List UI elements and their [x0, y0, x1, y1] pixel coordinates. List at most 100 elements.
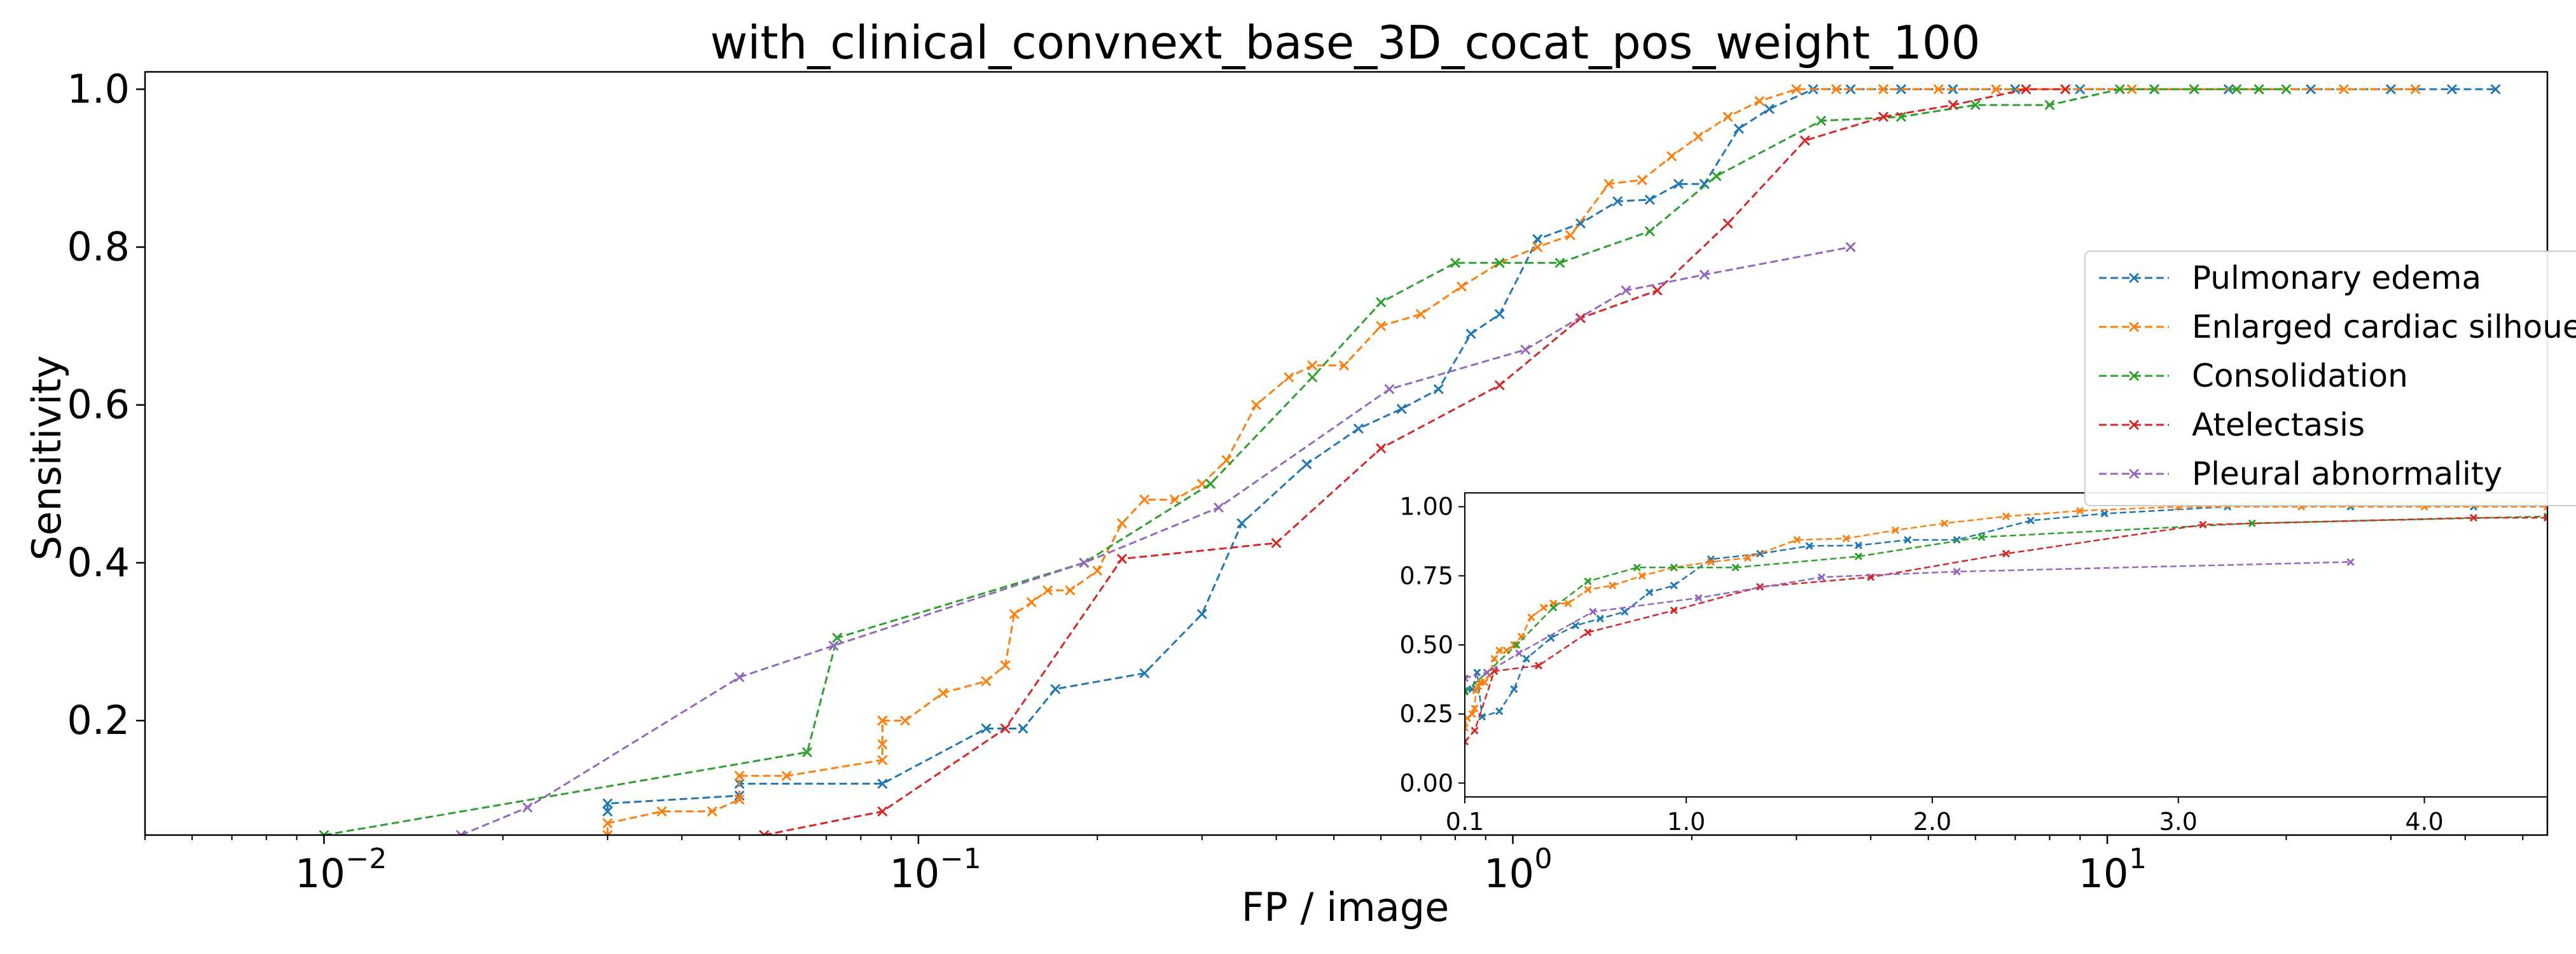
inset-point-pulmonary-edema [1670, 581, 1678, 590]
data-point-pleural-abnormality [1845, 242, 1856, 252]
data-point-pulmonary-edema [1433, 384, 1444, 394]
inset-point-pulmonary-edema [1596, 614, 1604, 623]
data-point-pleural-abnormality [1384, 384, 1395, 394]
data-point-consolidation [1376, 297, 1387, 308]
inset-series-pleural-abnormality [1465, 558, 2355, 682]
data-point-enlarged-cardiac-silhouette [981, 675, 992, 687]
inset-point-pleural-abnormality [2346, 558, 2355, 566]
inset-point-enlarged-cardiac-silhouette [1793, 536, 1801, 544]
data-point-enlarged-cardiac-silhouette [1754, 95, 1765, 106]
data-point-enlarged-cardiac-silhouette [1831, 84, 1842, 95]
data-point-consolidation [1494, 258, 1505, 268]
data-point-pulmonary-edema [981, 723, 992, 734]
inset-point-pleural-abnormality [1589, 607, 1597, 616]
data-point-consolidation [1450, 258, 1460, 268]
inset-point-enlarged-cardiac-silhouette [1609, 581, 1617, 590]
inset-point-pulmonary-edema [1805, 542, 1813, 550]
data-point-enlarged-cardiac-silhouette [1307, 360, 1318, 371]
data-point-enlarged-cardiac-silhouette [1376, 321, 1387, 331]
inset-point-pulmonary-edema [1572, 621, 1580, 630]
y-tick-label: 0.2 [67, 697, 130, 743]
data-point-enlarged-cardiac-silhouette [1933, 84, 1944, 95]
inset-point-pulmonary-edema [1854, 541, 1862, 550]
data-point-consolidation [1205, 478, 1216, 489]
data-point-enlarged-cardiac-silhouette [1169, 494, 1181, 505]
data-point-enlarged-cardiac-silhouette [1532, 242, 1543, 252]
data-point-pulmonary-edema [1673, 179, 1684, 190]
inset-point-atelectasis [2469, 514, 2478, 522]
inset-point-enlarged-cardiac-silhouette [2075, 507, 2084, 515]
data-point-consolidation [2114, 84, 2125, 95]
data-point-pulmonary-edema [1699, 179, 1710, 190]
inset-point-pulmonary-edema [1495, 707, 1504, 716]
data-point-consolidation [2044, 100, 2055, 111]
data-point-enlarged-cardiac-silhouette [1116, 518, 1128, 529]
data-point-pulmonary-edema [1196, 609, 1207, 619]
inset-point-enlarged-cardiac-silhouette [1842, 534, 1850, 543]
data-point-atelectasis [1000, 723, 1011, 734]
inset-x-tick-label: 3.0 [2159, 808, 2198, 836]
data-point-enlarged-cardiac-silhouette [1415, 308, 1426, 320]
data-point-consolidation [2231, 84, 2242, 95]
data-point-consolidation [1816, 115, 1827, 126]
inset-point-pulmonary-edema [1904, 536, 1912, 544]
inset-point-pulmonary-edema [1465, 686, 1469, 695]
legend-marker [2128, 370, 2140, 382]
chart-title: with_clinical_convnext_base_3D_cocat_pos… [710, 16, 1981, 69]
legend-marker [2128, 321, 2140, 333]
inset-point-atelectasis [1465, 738, 1469, 746]
inset-point-consolidation [1465, 688, 1469, 696]
main-series-layer [319, 84, 2501, 835]
inset-point-pleural-abnormality [1953, 567, 1961, 576]
data-point-consolidation [2281, 84, 2292, 95]
inset-point-atelectasis [1670, 606, 1678, 614]
main-series-pleural-abnormality [455, 242, 1856, 835]
inset-point-enlarged-cardiac-silhouette [1490, 654, 1499, 663]
inset-point-pleural-abnormality [1483, 668, 1491, 677]
inset-y-tick-label: 0.50 [1399, 631, 1453, 659]
inset-x-tick-label: 0.1 [1446, 808, 1484, 836]
data-point-pulmonary-edema [1018, 723, 1028, 734]
y-tick-label: 0.8 [67, 223, 130, 270]
data-point-pulmonary-edema [2306, 84, 2316, 95]
inset-point-atelectasis [1534, 661, 1543, 670]
inset-y-tick-label: 0.00 [1399, 769, 1453, 797]
inset-axes-frame [1464, 492, 2548, 798]
data-point-pulmonary-edema [1465, 328, 1476, 340]
inset-point-consolidation [1854, 552, 1862, 561]
data-point-pulmonary-edema [1764, 104, 1775, 114]
legend-entry-pleural-abnormality: Pleural abnormality [2099, 455, 2502, 492]
data-point-enlarged-cardiac-silhouette [734, 770, 745, 781]
data-point-enlarged-cardiac-silhouette [1722, 111, 1733, 122]
inset-point-consolidation [1977, 533, 1986, 541]
data-point-enlarged-cardiac-silhouette [1791, 84, 1802, 95]
x-tick-exponent: 0 [1534, 843, 1552, 875]
data-point-enlarged-cardiac-silhouette [1565, 230, 1576, 240]
inset-point-pleural-abnormality [1694, 594, 1703, 602]
inset-point-enlarged-cardiac-silhouette [1480, 678, 1489, 686]
inset-point-enlarged-cardiac-silhouette [1941, 519, 1949, 527]
inset-point-enlarged-cardiac-silhouette [1495, 646, 1504, 654]
inset-point-enlarged-cardiac-silhouette [1465, 724, 1469, 732]
data-point-enlarged-cardiac-silhouette [1042, 585, 1053, 596]
data-point-enlarged-cardiac-silhouette [707, 806, 717, 817]
data-point-pulmonary-edema [602, 798, 613, 809]
legend-entry-consolidation: Consolidation [2099, 357, 2408, 394]
data-point-pulmonary-edema [602, 806, 613, 817]
legend: Pulmonary edema Enlarged cardiac silhouet… [2084, 251, 2576, 506]
x-tick-label: 10 [889, 850, 939, 897]
data-point-enlarged-cardiac-silhouette [1339, 360, 1350, 371]
inset-point-pulmonary-edema [1621, 607, 1629, 616]
inset-point-consolidation [1584, 577, 1592, 586]
data-point-enlarged-cardiac-silhouette [602, 818, 613, 829]
data-point-enlarged-cardiac-silhouette [1603, 179, 1614, 190]
x-axis-label: FP / image [1242, 884, 1449, 930]
data-point-enlarged-cardiac-silhouette [1092, 565, 1103, 576]
inset-point-consolidation [1513, 640, 1521, 649]
data-point-pleural-abnormality [734, 672, 745, 682]
data-point-enlarged-cardiac-silhouette [2338, 84, 2350, 95]
data-point-pulmonary-edema [1644, 194, 1655, 205]
data-point-pulmonary-edema [2446, 84, 2457, 95]
inset-point-atelectasis [1584, 628, 1592, 637]
